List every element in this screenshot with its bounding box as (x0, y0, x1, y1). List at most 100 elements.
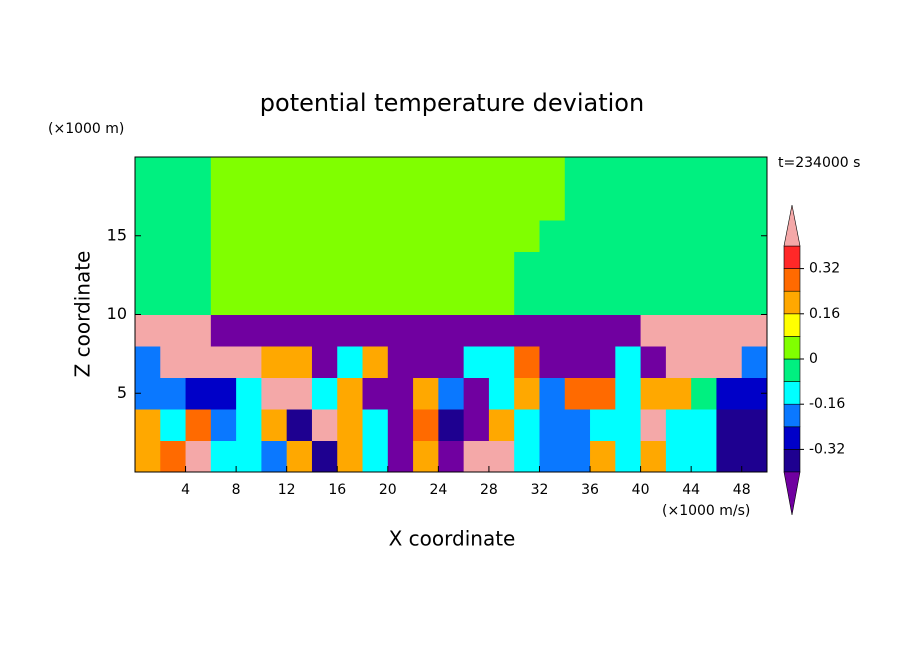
field-cell (590, 251, 616, 284)
field-cell (539, 188, 566, 221)
field-cell (514, 188, 540, 221)
field-cell (564, 251, 591, 284)
field-cell (311, 188, 338, 221)
field-cell (438, 377, 465, 410)
field-cell (514, 440, 540, 473)
field-cell (564, 440, 591, 473)
field-cell (716, 283, 743, 315)
colorbar-tick-label: -0.16 (809, 396, 845, 412)
field-cell (210, 409, 237, 441)
field-cell (665, 251, 692, 284)
field-cell (716, 440, 743, 473)
field-cell (337, 409, 364, 441)
field-cell (286, 314, 313, 347)
field-cell (716, 188, 743, 221)
field-cell (640, 377, 667, 410)
field-cell (311, 283, 338, 315)
field-cell (160, 220, 187, 252)
field-cell (665, 314, 692, 347)
field-cell (716, 314, 743, 347)
field-cell (135, 283, 161, 315)
field-cell (210, 157, 237, 189)
field-cell (691, 440, 717, 473)
field-cell (286, 346, 313, 378)
field-cell (185, 220, 212, 252)
field-cell (463, 188, 490, 221)
field-cell (337, 440, 364, 473)
field-cell (716, 157, 743, 189)
field-cell (261, 188, 288, 221)
field-cell (640, 157, 667, 189)
field-cell (691, 283, 717, 315)
field-cell (539, 377, 566, 410)
field-cell (413, 283, 439, 315)
colorbar-band (783, 245, 801, 269)
field-cell (463, 314, 490, 347)
field-cell (160, 346, 187, 378)
field-cell (413, 409, 439, 441)
colorbar-band (783, 403, 801, 428)
field-cell (387, 314, 414, 347)
field-cell (236, 409, 262, 441)
field-cell (210, 314, 237, 347)
field-cell (691, 188, 717, 221)
field-cell (488, 377, 515, 410)
colorbar-band (783, 336, 801, 360)
field-cell (286, 157, 313, 189)
field-cell (413, 377, 439, 410)
field-cell (691, 346, 717, 378)
field-cell (135, 409, 161, 441)
field-cell (615, 346, 642, 378)
colorbar-band (783, 426, 801, 450)
field-cell (185, 409, 212, 441)
colorbar-tick-label: -0.32 (809, 441, 845, 457)
field-cell (185, 346, 212, 378)
field-cell (311, 157, 338, 189)
field-cell (438, 283, 465, 315)
field-cell (514, 377, 540, 410)
field-cell (387, 409, 414, 441)
chart-title: potential temperature deviation (260, 89, 644, 117)
field-cell (387, 440, 414, 473)
field-cell (286, 283, 313, 315)
field-cell (615, 377, 642, 410)
field-cell (438, 220, 465, 252)
field-cell (590, 346, 616, 378)
field (135, 157, 768, 473)
field-cell (640, 409, 667, 441)
colorbar-band (783, 449, 801, 473)
field-cell (135, 440, 161, 473)
field-cell (135, 188, 161, 221)
field-cell (741, 157, 768, 189)
field-cell (261, 409, 288, 441)
field-cell (539, 440, 566, 473)
field-cell (463, 377, 490, 410)
field-cell (160, 157, 187, 189)
field-cell (539, 409, 566, 441)
field-cell (362, 409, 389, 441)
y-tick-label: 10 (107, 304, 127, 323)
field-cell (691, 409, 717, 441)
field-cell (463, 346, 490, 378)
field-cell (261, 377, 288, 410)
field-cell (337, 157, 364, 189)
field-cell (590, 220, 616, 252)
field-cell (716, 377, 743, 410)
field-cell (362, 377, 389, 410)
field-cell (261, 157, 288, 189)
field-cell (564, 314, 591, 347)
field-cell (413, 346, 439, 378)
field-cell (615, 409, 642, 441)
field-cell (665, 283, 692, 315)
field-cell (716, 346, 743, 378)
field-cell (135, 251, 161, 284)
field-cell (615, 220, 642, 252)
field-cell (615, 314, 642, 347)
field-cell (286, 188, 313, 221)
field-cell (741, 283, 768, 315)
field-cell (615, 188, 642, 221)
field-cell (160, 251, 187, 284)
colorbar-band (783, 313, 801, 337)
field-cell (488, 251, 515, 284)
x-tick-label: 36 (581, 482, 599, 498)
